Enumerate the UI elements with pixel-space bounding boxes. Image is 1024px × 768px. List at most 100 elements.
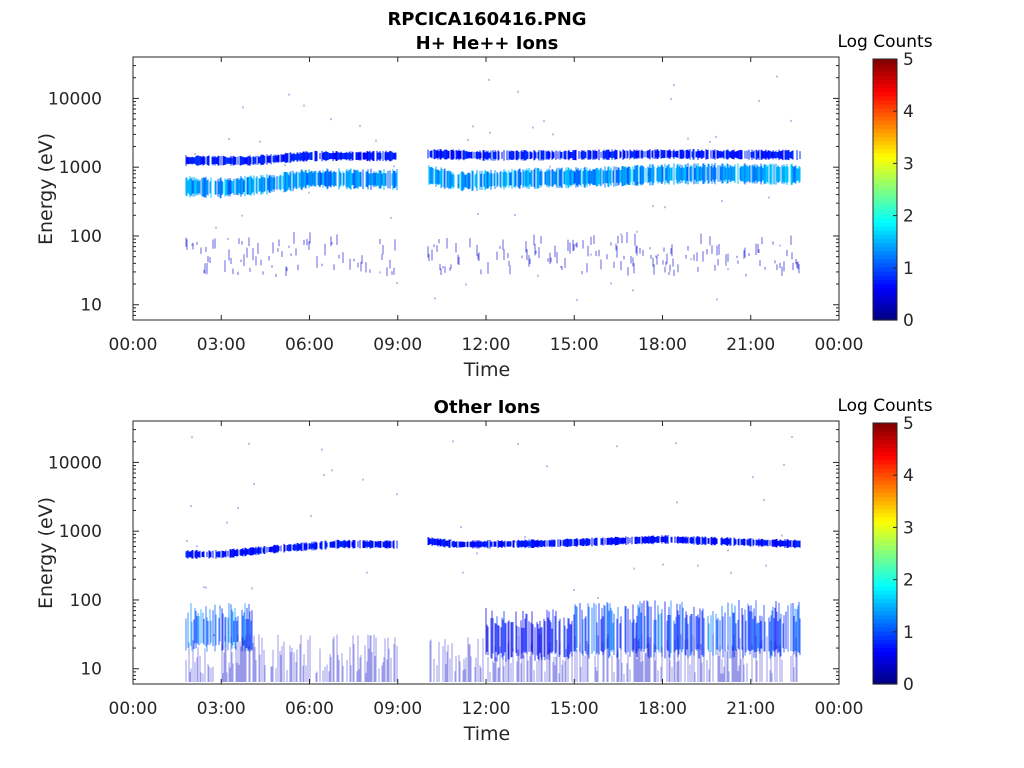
- colorbar-segment: [873, 213, 897, 219]
- colorbar-segment: [873, 512, 897, 518]
- figure-title: RPCICA160416.PNG: [387, 9, 586, 30]
- colorbar-segment: [873, 177, 897, 182]
- colorbar-segment: [873, 537, 897, 542]
- colorbar-segment: [873, 427, 897, 432]
- colorbar-segment: [873, 504, 897, 510]
- colorbar-segment: [873, 635, 897, 640]
- colorbar-segment: [873, 520, 897, 526]
- colorbar-segment: [873, 533, 897, 538]
- colorbar-segment: [873, 577, 897, 583]
- x-tick-label: 00:00: [815, 335, 864, 355]
- colorbar-segment: [873, 181, 897, 187]
- colorbar-segment: [873, 594, 897, 599]
- colorbar-segment: [873, 246, 897, 252]
- colorbar-segment: [873, 590, 897, 595]
- colorbar-segment: [873, 675, 897, 681]
- panel-bottom-axes: 00:00 03:00 06:00 09:00 12:00 15:00 18:00 21:00…: [48, 420, 864, 719]
- colorbar-tick-label: 4: [903, 102, 914, 122]
- panel-top-x-label: Time: [463, 359, 511, 381]
- colorbar-segment: [873, 83, 897, 89]
- colorbar-segment: [873, 630, 897, 636]
- colorbar-segment: [873, 197, 897, 203]
- colorbar-segment: [873, 209, 897, 215]
- colorbar-segment: [873, 307, 897, 313]
- colorbar-segment: [873, 299, 897, 305]
- colorbar-frame: [872, 58, 898, 321]
- colorbar-segment: [873, 459, 897, 465]
- colorbar-segment: [873, 87, 897, 93]
- colorbar-segment: [873, 271, 897, 276]
- colorbar-segment: [873, 667, 897, 673]
- colorbar-segment: [873, 75, 897, 80]
- colorbar-tick-label: 3: [903, 518, 914, 538]
- colorbar-segment: [873, 647, 897, 652]
- colorbar-tick-label: 0: [903, 311, 914, 331]
- colorbar-segment: [873, 626, 897, 632]
- colorbar-segment: [873, 488, 897, 493]
- colorbar-segment: [873, 435, 897, 440]
- colorbar-segment: [873, 160, 897, 166]
- colorbar-segment: [873, 238, 897, 244]
- colorbar-segment: [873, 492, 897, 498]
- colorbar-segment: [873, 549, 897, 555]
- colorbar-segment: [873, 467, 897, 473]
- x-tick-label: 15:00: [550, 699, 599, 719]
- colorbar-segment: [873, 156, 897, 162]
- colorbar-segment: [873, 541, 897, 546]
- colorbar-segment: [873, 303, 897, 309]
- colorbar-segment: [873, 136, 897, 142]
- colorbar-segment: [873, 95, 897, 101]
- colorbar-segment: [873, 622, 897, 628]
- colorbar-tick-label: 1: [903, 623, 914, 643]
- colorbar-segment: [873, 659, 897, 665]
- panel-bottom-y-label: Energy (eV): [35, 497, 57, 609]
- x-tick-label: 03:00: [197, 335, 246, 355]
- colorbar-segment: [873, 218, 897, 223]
- colorbar-segment: [873, 140, 897, 146]
- colorbar-segment: [873, 173, 897, 178]
- colorbar-segment: [873, 120, 897, 125]
- x-tick-label: 18:00: [638, 699, 687, 719]
- colorbar-segment: [873, 128, 897, 134]
- panel-top-colorbar: 0 1 2 3 4 5: [872, 50, 914, 331]
- colorbar-segment: [873, 311, 897, 317]
- colorbar-segment: [873, 250, 897, 256]
- colorbar-segment: [873, 553, 897, 559]
- panel-top: H+ He++ Ions 00:00 03:00 06:00 09:00 12:00 15…: [35, 32, 933, 381]
- colorbar-segment: [873, 484, 897, 489]
- colorbar-segment: [873, 586, 897, 591]
- colorbar-segment: [873, 671, 897, 677]
- colorbar-segment: [873, 524, 897, 530]
- colorbar-segment: [873, 451, 897, 457]
- x-tick-label: 06:00: [285, 699, 334, 719]
- colorbar-segment: [873, 152, 897, 158]
- colorbar-segment: [873, 205, 897, 211]
- colorbar-segment: [873, 71, 897, 76]
- colorbar-segment: [873, 283, 897, 288]
- colorbar-segment: [873, 655, 897, 661]
- x-tick-label: 12:00: [462, 699, 511, 719]
- colorbar-tick-label: 0: [903, 675, 914, 695]
- x-tick-label: 09:00: [373, 699, 422, 719]
- colorbar-segment: [873, 643, 897, 648]
- colorbar-segment: [873, 242, 897, 248]
- x-tick-label: 21:00: [726, 335, 775, 355]
- colorbar-segment: [873, 496, 897, 502]
- colorbar-segment: [873, 189, 897, 195]
- colorbar-segment: [873, 500, 897, 506]
- panel-top-axes: 00:00 03:00 06:00 09:00 12:00 15:00 18:00 21:00…: [48, 56, 864, 355]
- colorbar-segment: [873, 679, 897, 685]
- x-tick-label: 18:00: [638, 335, 687, 355]
- x-tick-label: 00:00: [109, 699, 158, 719]
- colorbar-segment: [873, 569, 897, 575]
- colorbar-segment: [873, 614, 897, 620]
- colorbar-segment: [873, 315, 897, 321]
- colorbar-segment: [873, 651, 897, 657]
- colorbar-tick-label: 5: [903, 414, 914, 434]
- colorbar-segment: [873, 431, 897, 436]
- colorbar-segment: [873, 295, 897, 301]
- colorbar-segment: [873, 79, 897, 85]
- colorbar-segment: [873, 91, 897, 97]
- colorbar-segment: [873, 254, 897, 260]
- colorbar-segment: [873, 201, 897, 207]
